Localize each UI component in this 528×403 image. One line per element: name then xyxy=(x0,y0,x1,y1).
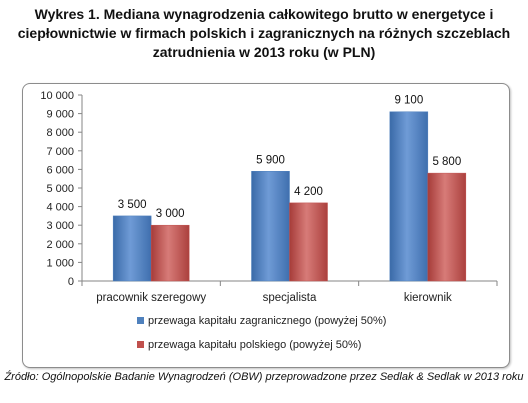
source-note: Źródło: Ogólnopolskie Badanie Wynagrodze… xyxy=(4,371,524,383)
bar xyxy=(389,111,429,282)
y-tick-label: 3 000 xyxy=(46,220,74,232)
y-tick-label: 8 000 xyxy=(46,127,74,139)
bar xyxy=(427,172,467,282)
y-tick-label: 4 000 xyxy=(46,202,74,214)
data-label: 4 200 xyxy=(294,186,323,198)
x-tick-label: pracownik szeregowy xyxy=(96,292,206,304)
y-tick-label: 1 000 xyxy=(46,257,74,269)
y-tick-label: 0 xyxy=(68,276,74,288)
x-tick-label: kierownik xyxy=(404,292,452,304)
data-labels: 3 500 3 000 5 900 4 200 9 100 5 800 xyxy=(118,95,461,220)
data-label: 5 800 xyxy=(432,156,461,168)
bar xyxy=(150,224,190,282)
legend: przewaga kapitału zagranicznego (powyżej… xyxy=(137,315,386,351)
y-tick-label: 6 000 xyxy=(46,164,74,176)
bar xyxy=(251,171,290,282)
bar xyxy=(289,202,328,282)
data-label: 9 100 xyxy=(394,95,423,107)
y-tick-label: 7 000 xyxy=(46,146,74,158)
data-label: 5 900 xyxy=(256,154,285,166)
y-tick-label: 10 000 xyxy=(40,90,74,102)
legend-swatch xyxy=(137,317,144,324)
data-label: 3 500 xyxy=(118,199,147,211)
bar xyxy=(112,215,152,282)
legend-label: przewaga kapitału polskiego (powyżej 50%… xyxy=(148,339,361,351)
y-tick-label: 9 000 xyxy=(46,109,74,121)
y-axis: 0 1 000 2 000 3 000 4 000 5 000 6 000 7 000 8 00… xyxy=(40,90,83,288)
x-tick-label: specjalista xyxy=(263,292,317,304)
y-tick-label: 5 000 xyxy=(46,183,74,195)
chart-title: Wykres 1. Mediana wynagrodzenia całkowit… xyxy=(17,6,511,60)
y-tick-label: 2 000 xyxy=(46,239,74,251)
x-axis: pracownik szeregowy specjalista kierownik xyxy=(81,280,498,304)
legend-swatch xyxy=(137,341,144,348)
legend-label: przewaga kapitału zagranicznego (powyżej… xyxy=(148,315,386,327)
bars xyxy=(112,111,467,282)
data-label: 3 000 xyxy=(156,208,185,220)
